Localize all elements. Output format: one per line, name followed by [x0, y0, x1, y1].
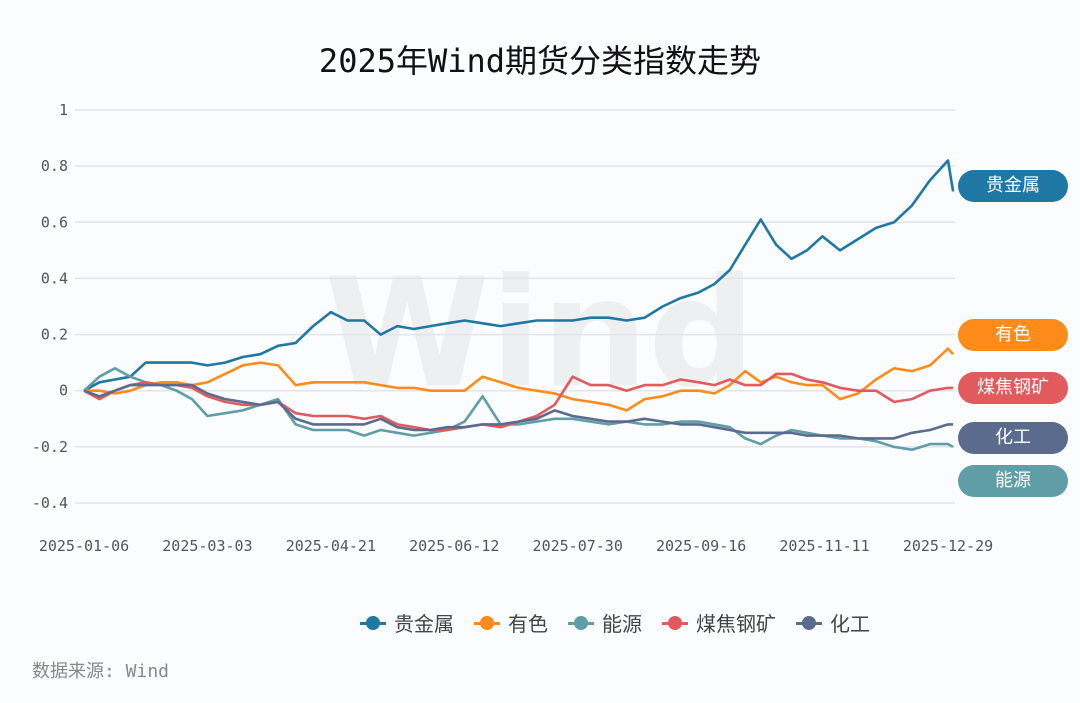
series-line-0 — [83, 159, 955, 392]
legend-label: 贵金属 — [394, 612, 454, 636]
legend-marker-icon — [568, 615, 594, 630]
legend-label: 能源 — [602, 612, 642, 636]
x-tick-label: 2025-03-03 — [162, 537, 252, 555]
chart-title: 2025年Wind期货分类指数走势 — [318, 42, 762, 80]
line-chart: Wind 10.80.60.40.20-0.2-0.4 2025-01-06 20… — [32, 101, 993, 555]
y-tick-label: 0.8 — [41, 157, 68, 175]
end-label-precious-metals: 贵金属 — [958, 170, 1068, 202]
end-label-chemicals: 化工 — [958, 422, 1068, 454]
y-tick-label: 0.4 — [41, 269, 68, 287]
x-tick-label: 2025-09-16 — [656, 537, 746, 555]
y-tick-label: 0.6 — [41, 213, 68, 231]
x-tick-label: 2025-11-11 — [779, 537, 869, 555]
legend-label: 化工 — [830, 612, 870, 636]
legend-item-coal-steel-ore[interactable]: 煤焦钢矿 — [662, 608, 776, 637]
series-line-2 — [83, 367, 954, 451]
end-label-coal-steel-ore: 煤焦钢矿 — [958, 372, 1068, 404]
end-label-nonferrous: 有色 — [958, 319, 1068, 351]
end-label-energy: 能源 — [958, 465, 1068, 497]
y-tick-label: 0.2 — [41, 326, 68, 344]
legend: 贵金属 有色 能源 煤焦钢矿 化工 — [0, 608, 1080, 637]
legend-item-precious-metals[interactable]: 贵金属 — [360, 608, 454, 637]
y-tick-label: 1 — [59, 101, 68, 119]
legend-marker-icon — [662, 615, 688, 630]
y-tick-label: -0.4 — [32, 494, 68, 512]
series-line-1 — [84, 347, 955, 412]
y-tick-label: -0.2 — [32, 438, 68, 456]
legend-marker-icon — [360, 615, 386, 630]
series-line-4 — [83, 383, 954, 440]
x-tick-label: 2025-04-21 — [286, 537, 376, 555]
y-tick-label: 0 — [59, 382, 68, 400]
legend-marker-icon — [474, 615, 500, 630]
x-tick-label: 2025-07-30 — [533, 537, 623, 555]
legend-label: 有色 — [508, 612, 548, 636]
data-source: 数据来源: Wind — [32, 661, 170, 682]
legend-item-chemicals[interactable]: 化工 — [796, 608, 870, 637]
x-tick-label: 2025-12-29 — [903, 537, 993, 555]
legend-label: 煤焦钢矿 — [696, 612, 776, 636]
legend-item-energy[interactable]: 能源 — [568, 608, 642, 637]
legend-marker-icon — [796, 615, 822, 630]
x-tick-label: 2025-01-06 — [39, 537, 129, 555]
legend-item-nonferrous[interactable]: 有色 — [474, 608, 548, 637]
x-tick-label: 2025-06-12 — [409, 537, 499, 555]
